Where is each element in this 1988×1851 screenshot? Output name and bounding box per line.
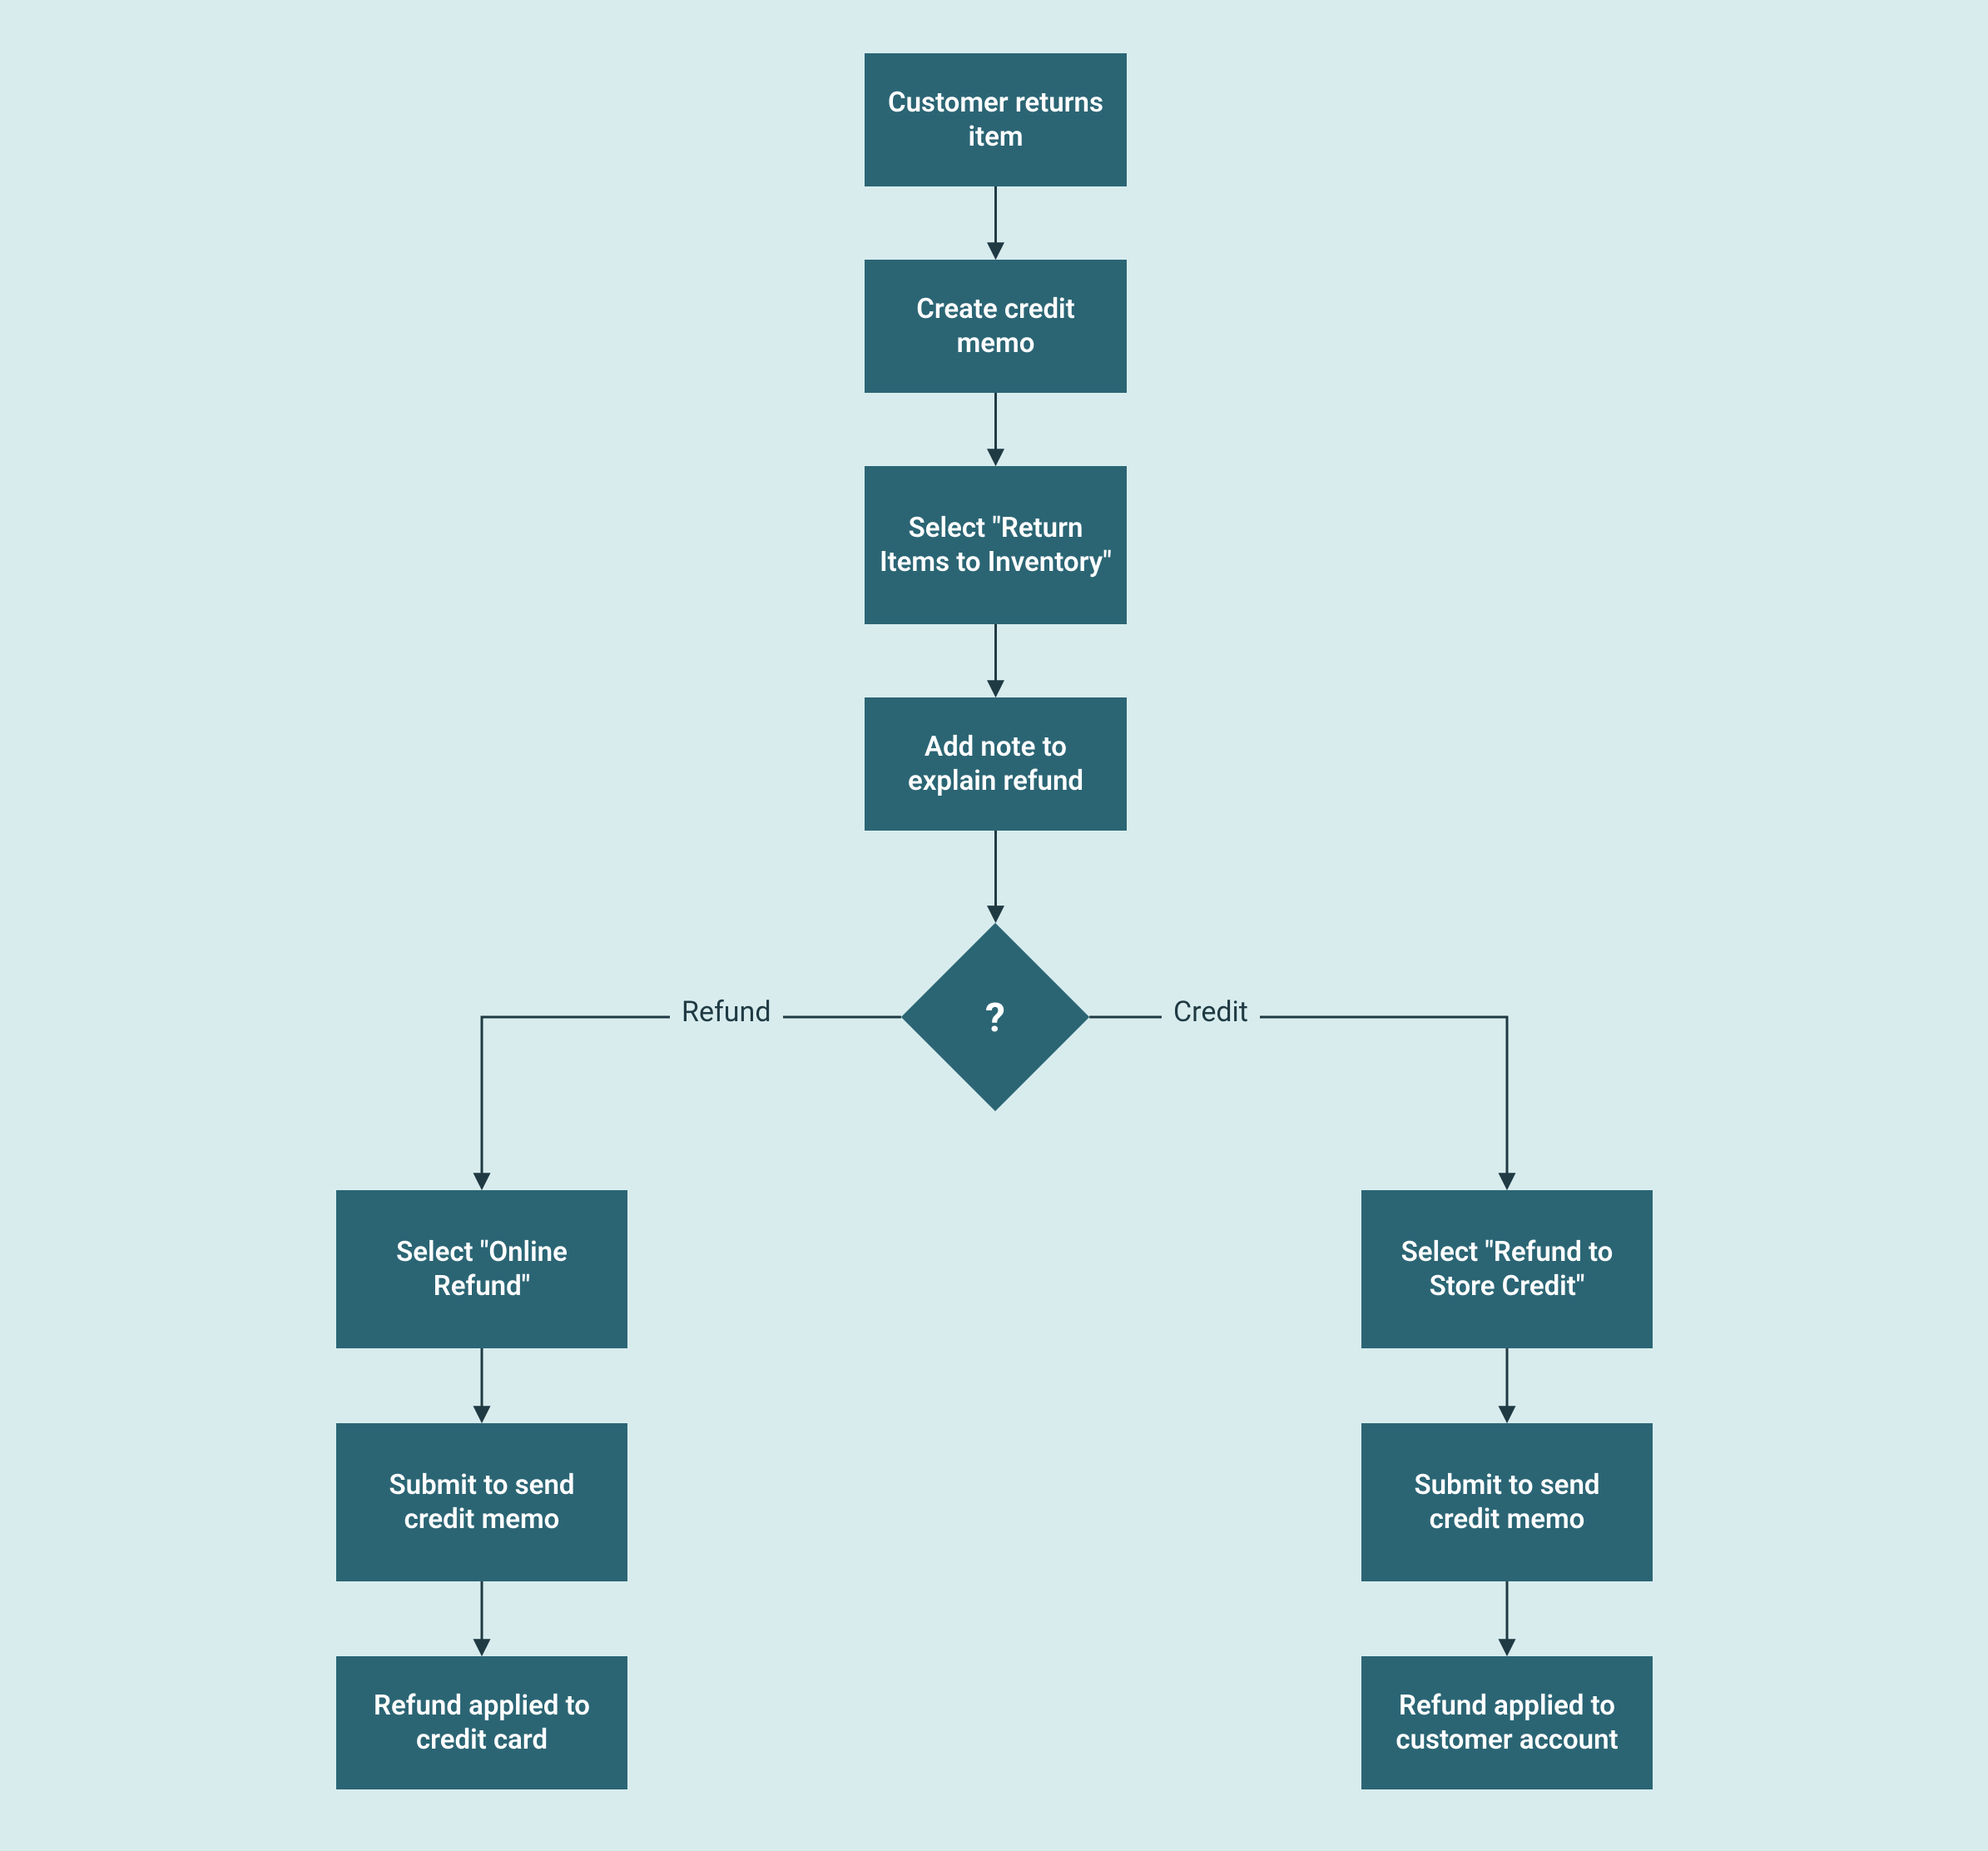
flow-node-label: Select "Return Items to Inventory" [880,511,1112,580]
flow-decision-label: ? [962,992,1029,1042]
flow-node-label: Select "Online Refund" [351,1235,612,1304]
flow-node-label: Refund applied to customer account [1376,1689,1638,1758]
flow-edge-label: Refund [670,995,783,1029]
flow-edge-label: Credit [1162,995,1260,1029]
flow-node-l2: Submit to send credit memo [336,1423,627,1581]
flow-node-n4: Add note to explain refund [865,697,1127,831]
flow-edge [482,1017,901,1187]
flow-node-l1: Select "Online Refund" [336,1190,627,1348]
flow-node-label: Customer returns item [880,86,1112,155]
flow-node-label: Submit to send credit memo [1376,1468,1638,1537]
flow-node-r3: Refund applied to customer account [1361,1656,1653,1789]
flow-node-label: Select "Refund to Store Credit" [1376,1235,1638,1304]
flow-node-r2: Submit to send credit memo [1361,1423,1653,1581]
flow-node-label: Refund applied to credit card [351,1689,612,1758]
flow-node-n1: Customer returns item [865,53,1127,186]
flow-node-label: Create credit memo [880,292,1112,361]
flow-node-label: Submit to send credit memo [351,1468,612,1537]
flowchart-canvas: Customer returns item Create credit memo S… [0,0,1988,1851]
flow-edge [1089,1017,1507,1187]
flow-node-n3: Select "Return Items to Inventory" [865,466,1127,624]
flow-node-l3: Refund applied to credit card [336,1656,627,1789]
flow-node-n2: Create credit memo [865,260,1127,393]
flow-node-label: Add note to explain refund [880,730,1112,799]
flow-node-r1: Select "Refund to Store Credit" [1361,1190,1653,1348]
